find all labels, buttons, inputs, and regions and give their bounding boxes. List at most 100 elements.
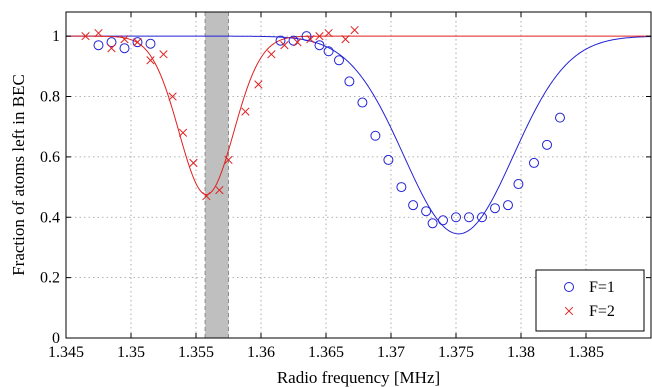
- data-point-f2: [224, 155, 233, 165]
- data-point-f2-stroke: [350, 25, 359, 35]
- fit-curves-layer: [66, 35, 652, 235]
- x-tick-label: 1.375: [438, 344, 474, 361]
- data-point-f2-stroke: [267, 50, 276, 59]
- y-tick-label: 1: [52, 28, 60, 45]
- data-point-f1: [145, 38, 156, 49]
- data-point-f2-stroke: [280, 41, 289, 50]
- data-point-f2-stroke: [324, 28, 333, 38]
- data-point-f2-stroke: [293, 38, 302, 47]
- y-tick-label: 0.2: [40, 270, 60, 287]
- y-axis-label: Fraction of atoms left in BEC: [9, 74, 28, 276]
- data-point-f2: [94, 28, 103, 38]
- y-tick-label: 0.4: [40, 209, 60, 226]
- data-point-f1: [301, 31, 312, 42]
- ticks-layer: 1.345 1.35 1.355 1.36 1.365 1.37 1.375 1.38 1.38…: [40, 12, 651, 361]
- data-point-f1: [323, 46, 334, 57]
- data-markers-layer: [81, 25, 565, 229]
- data-point-f1: [314, 40, 325, 51]
- data-point-f2: [350, 25, 359, 35]
- legend-symbol-f1: [564, 282, 574, 292]
- data-point-f2: [280, 41, 289, 50]
- data-point-f1: [529, 157, 539, 168]
- data-point-f1: [513, 179, 524, 190]
- data-point-f1: [477, 212, 487, 223]
- data-point-f2: [133, 38, 142, 47]
- shaded-band-layer: [204, 12, 229, 338]
- data-point-f2-stroke: [241, 107, 250, 116]
- data-point-f1: [451, 212, 461, 223]
- data-point-f1: [275, 35, 286, 46]
- x-tick-label: 1.385: [568, 344, 604, 361]
- data-point-f2: [120, 35, 129, 44]
- data-point-f2-stroke: [120, 35, 129, 44]
- data-point-f2: [267, 50, 276, 59]
- data-point-f1: [421, 206, 432, 217]
- data-point-f2-stroke: [107, 44, 116, 53]
- y-tick-label: 0: [52, 330, 60, 347]
- data-point-f2-stroke: [94, 28, 103, 38]
- data-point-f2-stroke: [178, 128, 188, 137]
- data-point-f2: [107, 44, 116, 53]
- data-point-f2: [324, 28, 333, 38]
- data-point-f2: [202, 191, 211, 201]
- data-point-f1: [408, 200, 419, 211]
- data-point-f2-stroke: [133, 38, 142, 47]
- data-point-f1: [288, 35, 299, 46]
- data-point-f2: [146, 56, 155, 65]
- data-point-f2: [189, 158, 198, 168]
- data-point-f2-stroke: [315, 31, 324, 41]
- data-point-f1: [370, 130, 381, 141]
- x-tick-label: 1.35: [117, 344, 145, 361]
- data-point-f2: [81, 31, 90, 41]
- legend-marker-f2: [564, 306, 574, 316]
- data-point-f2-stroke: [341, 35, 350, 44]
- plot-frame: [65, 11, 652, 339]
- data-point-f2: [315, 31, 324, 41]
- fit-curve-f1: [66, 35, 652, 235]
- legend-box: [535, 269, 645, 332]
- y-tick-label: 0.6: [40, 149, 60, 166]
- x-tick-label: 1.37: [377, 344, 405, 361]
- x-tick-label: 1.38: [507, 344, 535, 361]
- data-point-f1: [396, 182, 407, 193]
- data-point-f1: [555, 112, 565, 123]
- data-point-f2: [168, 92, 177, 101]
- data-point-f2-stroke: [159, 50, 168, 59]
- x-tick-label: 1.355: [178, 344, 214, 361]
- legend-label-f2: F=2: [589, 303, 615, 320]
- data-point-f2-stroke: [146, 56, 155, 65]
- fit-curve-f2: [66, 35, 651, 196]
- x-tick-label: 1.345: [48, 344, 84, 361]
- data-point-f2-stroke: [254, 80, 263, 89]
- data-point-f2: [159, 50, 168, 59]
- data-point-f2: [178, 128, 188, 137]
- shaded-band: [205, 12, 229, 338]
- legend-marker-f1: [564, 282, 574, 292]
- data-point-f1: [383, 154, 394, 165]
- legend-label-f1: F=1: [589, 279, 615, 296]
- y-tick-label: 0.8: [40, 89, 60, 106]
- legend-symbol-f2-stroke: [564, 306, 574, 316]
- data-point-f2: [306, 35, 315, 44]
- data-point-f1: [490, 203, 500, 214]
- data-point-f2-stroke: [81, 31, 90, 41]
- data-point-f2-stroke: [306, 35, 315, 44]
- data-point-f2-stroke: [224, 155, 233, 165]
- data-point-f1: [438, 215, 448, 226]
- data-point-f1: [542, 139, 552, 150]
- x-axis-label: Radio frequency [MHz]: [277, 368, 440, 387]
- data-point-f1: [93, 40, 104, 51]
- x-tick-label: 1.36: [247, 344, 275, 361]
- legend: F=1 F=2: [535, 269, 645, 332]
- data-point-f1: [503, 200, 513, 211]
- data-point-f2: [293, 38, 302, 47]
- data-point-f1: [427, 218, 438, 229]
- data-point-f1: [334, 55, 344, 66]
- data-point-f1: [106, 37, 117, 48]
- data-point-f2-stroke: [189, 158, 198, 168]
- data-point-f2-stroke: [168, 92, 177, 101]
- data-point-f1: [464, 212, 474, 223]
- x-tick-label: 1.365: [308, 344, 344, 361]
- data-point-f2-stroke: [202, 191, 211, 201]
